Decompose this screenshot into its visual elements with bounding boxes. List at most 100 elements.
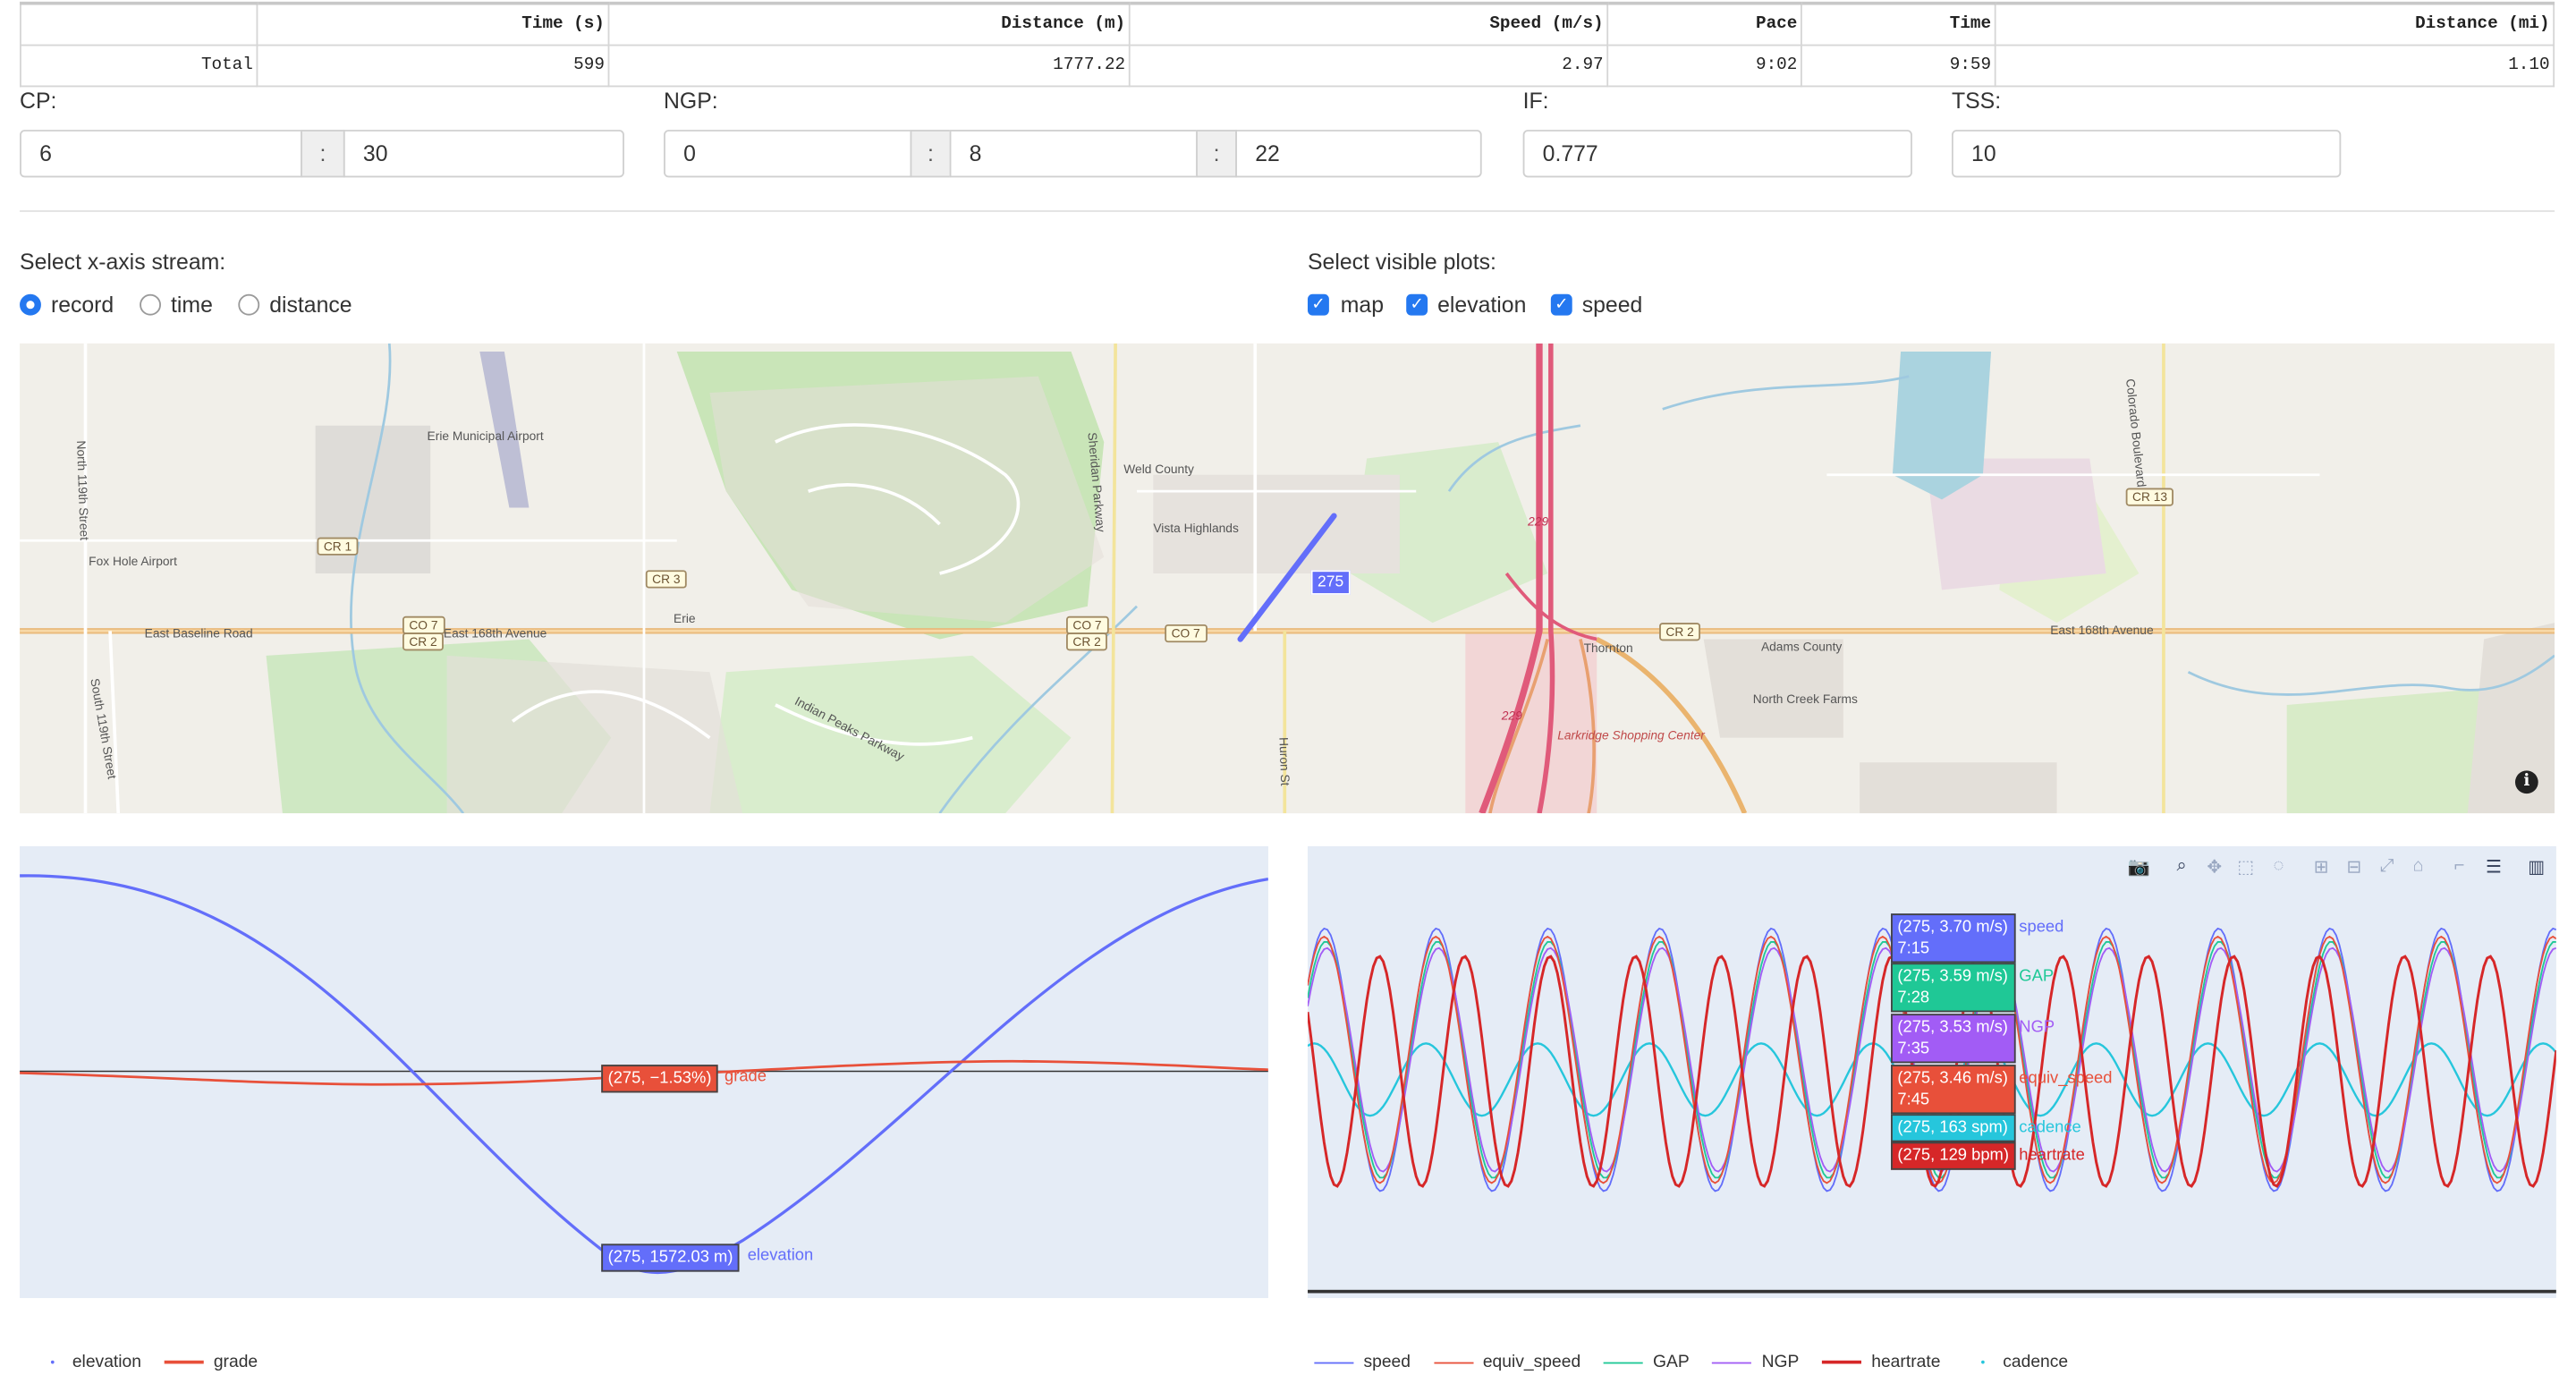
road-shield: CR 2 <box>1066 632 1108 651</box>
legend-item-equiv-speed[interactable]: equiv_speed <box>1433 1353 1580 1372</box>
ngp-minutes-input[interactable]: 8 <box>949 130 1198 178</box>
zoom-out-icon[interactable]: ⊟ <box>2346 857 2362 878</box>
radio-time[interactable] <box>140 293 161 316</box>
elevation-plot[interactable]: (275, −1.53%) grade (275, 1572.03 m) ele… <box>20 845 1268 1298</box>
legend-line <box>164 1361 204 1364</box>
autoscale-icon[interactable]: ⤢ <box>2379 855 2394 876</box>
legend-line <box>1822 1360 1862 1364</box>
legend-line <box>1433 1361 1473 1363</box>
hover-label: (275, 1572.03 m) <box>601 1243 740 1272</box>
radio-record[interactable] <box>20 293 41 316</box>
legend-marker <box>50 1360 55 1364</box>
ngp-separator: : <box>910 130 952 178</box>
ngp-seconds-input[interactable]: 22 <box>1235 130 1482 178</box>
checkbox-map-label[interactable]: map <box>1340 292 1384 318</box>
legend-item-ngp[interactable]: NGP <box>1712 1352 1800 1372</box>
checkbox-elevation[interactable]: ✓ <box>1406 293 1428 316</box>
map-label: Larkridge Shopping Center <box>1557 727 1705 743</box>
map-label: East 168th Avenue <box>2050 623 2154 638</box>
speed-plot[interactable]: 📷 ⌕ ✥ ⬚ ◌ ⊞ ⊟ ⤢ ⌂ ⌐ ☰ ▥ (275, 3.70 m/s) 7… <box>1308 845 2556 1298</box>
checkbox-map[interactable]: ✓ <box>1308 293 1329 316</box>
route-map[interactable]: Erie Municipal Airport Fox Hole Airport … <box>20 343 2555 814</box>
hover-value: (275, 3.70 m/s) <box>1897 918 2008 937</box>
visible-plots-label: Select visible plots: <box>1308 250 1496 275</box>
radio-distance[interactable] <box>238 293 260 316</box>
hover-trace-name: speed <box>2019 918 2064 937</box>
hover-compare-icon[interactable]: ☰ <box>2486 857 2503 878</box>
summary-cell: 2.97 <box>1128 44 1609 88</box>
cp-minutes-input[interactable]: 6 <box>20 130 302 178</box>
hover-pace: 7:15 <box>1897 939 1930 958</box>
if-label: IF: <box>1522 89 1549 114</box>
spike-lines-icon[interactable]: ⌐ <box>2453 855 2465 876</box>
summary-cell: 1.10 <box>1994 44 2555 88</box>
speed-legend: speed equiv_speed GAP NGP heartrate cade… <box>1314 1353 2091 1372</box>
zoom-in-icon[interactable]: ⊞ <box>2313 857 2329 878</box>
legend-line <box>1603 1361 1644 1363</box>
radio-distance-label[interactable]: distance <box>269 292 352 318</box>
summary-header: Speed (m/s) <box>1128 1 1609 47</box>
lasso-icon[interactable]: ◌ <box>2273 855 2284 876</box>
summary-header <box>20 1 258 47</box>
hover-value: (275, 3.53 m/s) <box>1897 1018 2008 1037</box>
hover-trace-name: GAP <box>2019 967 2055 987</box>
legend-item-cadence[interactable]: cadence <box>1963 1353 2068 1372</box>
plotly-logo-icon[interactable]: ▥ <box>2528 857 2546 878</box>
xaxis-label: Select x-axis stream: <box>20 250 226 275</box>
if-input[interactable]: 0.777 <box>1522 130 1912 178</box>
hover-trace-name: equiv_speed <box>2019 1069 2113 1088</box>
ngp-separator: : <box>1196 130 1238 178</box>
legend-item-speed[interactable]: speed <box>1314 1353 1411 1372</box>
legend-line <box>1314 1361 1354 1363</box>
hover-label: (275, 163 spm) <box>1891 1114 2016 1142</box>
map-label: Thornton <box>1583 641 1633 656</box>
hover-trace-name: NGP <box>2019 1018 2055 1037</box>
road-shield: CO 7 <box>402 615 445 634</box>
camera-icon[interactable]: 📷 <box>2127 857 2150 878</box>
road-shield: CR 3 <box>645 570 687 589</box>
ngp-label: NGP: <box>664 89 718 114</box>
legend-item-heartrate[interactable]: heartrate <box>1822 1353 1940 1372</box>
radio-time-label[interactable]: time <box>171 292 213 318</box>
cp-seconds-input[interactable]: 30 <box>343 130 624 178</box>
summary-header: Time <box>1801 1 1996 47</box>
box-select-icon[interactable]: ⬚ <box>2237 857 2255 878</box>
tss-input[interactable]: 10 <box>1951 130 2342 178</box>
hover-trace-name: heartrate <box>2019 1147 2085 1166</box>
info-icon[interactable]: i <box>2514 770 2538 794</box>
map-label: North Creek Farms <box>1752 692 1858 707</box>
legend-label: NGP <box>1761 1352 1800 1372</box>
summary-header: Distance (mi) <box>1994 1 2555 47</box>
radio-record-label[interactable]: record <box>50 292 114 318</box>
legend-label: grade <box>213 1352 258 1372</box>
hover-value: (275, 3.59 m/s) <box>1897 967 2008 987</box>
summary-cell: 599 <box>256 44 610 88</box>
reset-axes-icon[interactable]: ⌂ <box>2412 855 2424 876</box>
map-label: Erie <box>674 611 696 626</box>
legend-item-elevation[interactable]: elevation <box>33 1353 141 1372</box>
hover-label: (275, −1.53%) <box>601 1065 718 1093</box>
summary-header: Pace <box>1606 1 1802 47</box>
cp-separator: : <box>301 130 345 178</box>
divider <box>20 210 2555 212</box>
hover-pace: 7:28 <box>1897 989 1930 1007</box>
map-label: Erie Municipal Airport <box>427 429 544 444</box>
summary-cell: 9:59 <box>1801 44 1996 88</box>
pan-icon[interactable]: ✥ <box>2207 857 2223 878</box>
legend-item-grade[interactable]: grade <box>164 1352 258 1372</box>
legend-item-gap[interactable]: GAP <box>1603 1353 1690 1372</box>
legend-label: cadence <box>2003 1352 2069 1372</box>
hover-label: (275, 3.59 m/s) 7:28 <box>1891 963 2016 1013</box>
road-shield: CR 1 <box>317 537 359 556</box>
map-label: Vista Highlands <box>1153 521 1239 536</box>
map-label: East Baseline Road <box>144 625 253 641</box>
tss-label: TSS: <box>1951 89 2002 114</box>
zoom-icon[interactable]: ⌕ <box>2176 855 2187 876</box>
checkbox-speed[interactable]: ✓ <box>1550 293 1572 316</box>
checkbox-elevation-label[interactable]: elevation <box>1437 292 1527 318</box>
ngp-hours-input[interactable]: 0 <box>664 130 912 178</box>
road-shield: CR 13 <box>2125 488 2174 506</box>
legend-label: elevation <box>72 1352 142 1372</box>
summary-header-row: Time (s) Distance (m) Speed (m/s) Pace T… <box>20 1 2555 47</box>
checkbox-speed-label[interactable]: speed <box>1581 292 1643 318</box>
